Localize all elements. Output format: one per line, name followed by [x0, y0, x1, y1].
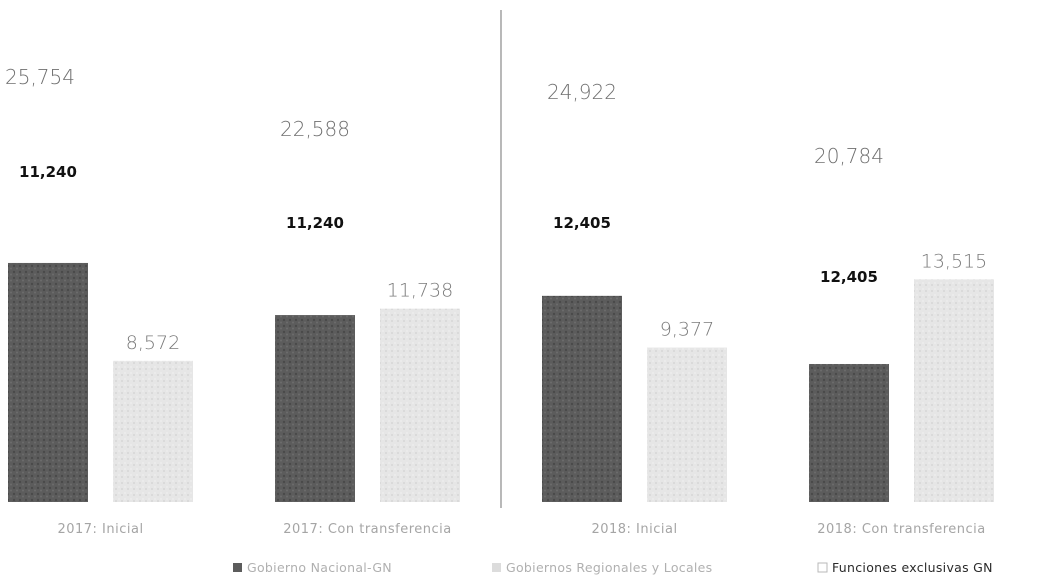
funciones-exclusivas-label: 11,240: [286, 214, 344, 232]
bar-value-label: 8,572: [126, 332, 180, 354]
category-label: 2017: Con transferencia: [283, 522, 452, 537]
legend-swatch: [817, 562, 828, 573]
bar-value-label: 9,377: [660, 319, 714, 341]
bar-gobiernos-regionales: [380, 308, 460, 502]
bar-gobierno-nacional: [8, 262, 88, 502]
funciones-exclusivas-label: 12,405: [553, 214, 611, 232]
bar-gobierno-nacional: [809, 363, 889, 502]
total-label: 25,754: [5, 65, 75, 89]
category-label: 2017: Inicial: [57, 522, 143, 537]
category-label: 2018: Con transferencia: [817, 522, 986, 537]
legend-label: Gobierno Nacional-GN: [247, 560, 392, 575]
labels-layer: 8,572 11,240 25,754 2017: Inicial 11,738 11,2…: [5, 65, 987, 537]
bar-gobiernos-regionales: [647, 347, 727, 502]
legend-swatch: [492, 563, 501, 572]
legend-swatch: [233, 563, 242, 572]
category-label: 2018: Inicial: [591, 522, 677, 537]
legend-label: Funciones exclusivas GN: [832, 560, 993, 575]
bar-gobiernos-regionales: [914, 279, 994, 502]
funciones-exclusivas-label: 12,405: [820, 268, 878, 286]
funciones-exclusivas-label: 11,240: [19, 163, 77, 181]
bar-value-label: 13,515: [921, 250, 987, 272]
bar-value-label: 11,738: [387, 280, 453, 302]
total-label: 22,588: [280, 117, 350, 141]
total-label: 24,922: [547, 80, 617, 104]
bars-layer: [8, 10, 994, 508]
bar-gobierno-nacional: [275, 315, 355, 502]
bar-gobierno-nacional: [542, 295, 622, 502]
legend-label: Gobiernos Regionales y Locales: [506, 560, 712, 575]
total-label: 20,784: [814, 144, 884, 168]
bar-gobiernos-regionales: [113, 360, 193, 502]
legend: Gobierno Nacional-GN Gobiernos Regionales…: [233, 560, 993, 575]
